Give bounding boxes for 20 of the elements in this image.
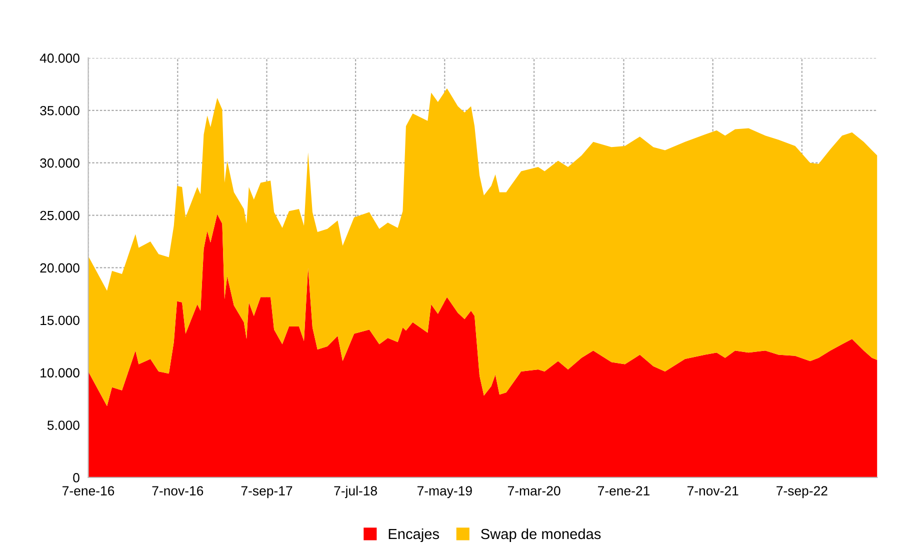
x-tick-label: 7-sep-22 (776, 486, 828, 498)
y-tick-label: 40.000 (40, 54, 80, 63)
x-tick-label: 7-mar-20 (508, 486, 560, 496)
legend-label: Encajes (388, 528, 440, 542)
x-tick-label: 7-may-19 (417, 486, 472, 498)
y-tick-label: 0 (73, 473, 80, 482)
x-tick-label: 7-nov-16 (152, 486, 204, 496)
x-tick-label: 7-ene-16 (62, 486, 114, 496)
y-tick-label: 10.000 (40, 368, 80, 378)
x-tick-label: 7-sep-17 (241, 486, 292, 498)
y-tick-label: 20.000 (40, 263, 80, 273)
x-tick-label: 7-jul-18 (334, 486, 377, 498)
y-tick-label: 30.000 (40, 158, 80, 168)
y-tick-label: 25.000 (40, 210, 80, 220)
y-tick-label: 35.000 (40, 106, 80, 116)
x-tick-label: 7-ene-21 (598, 486, 650, 496)
y-tick-label: 15.000 (40, 316, 80, 326)
legend-label: Swap de monedas (481, 528, 601, 542)
x-tick-label: 7-nov-21 (687, 486, 738, 496)
y-tick-label: 5.000 (47, 420, 80, 430)
